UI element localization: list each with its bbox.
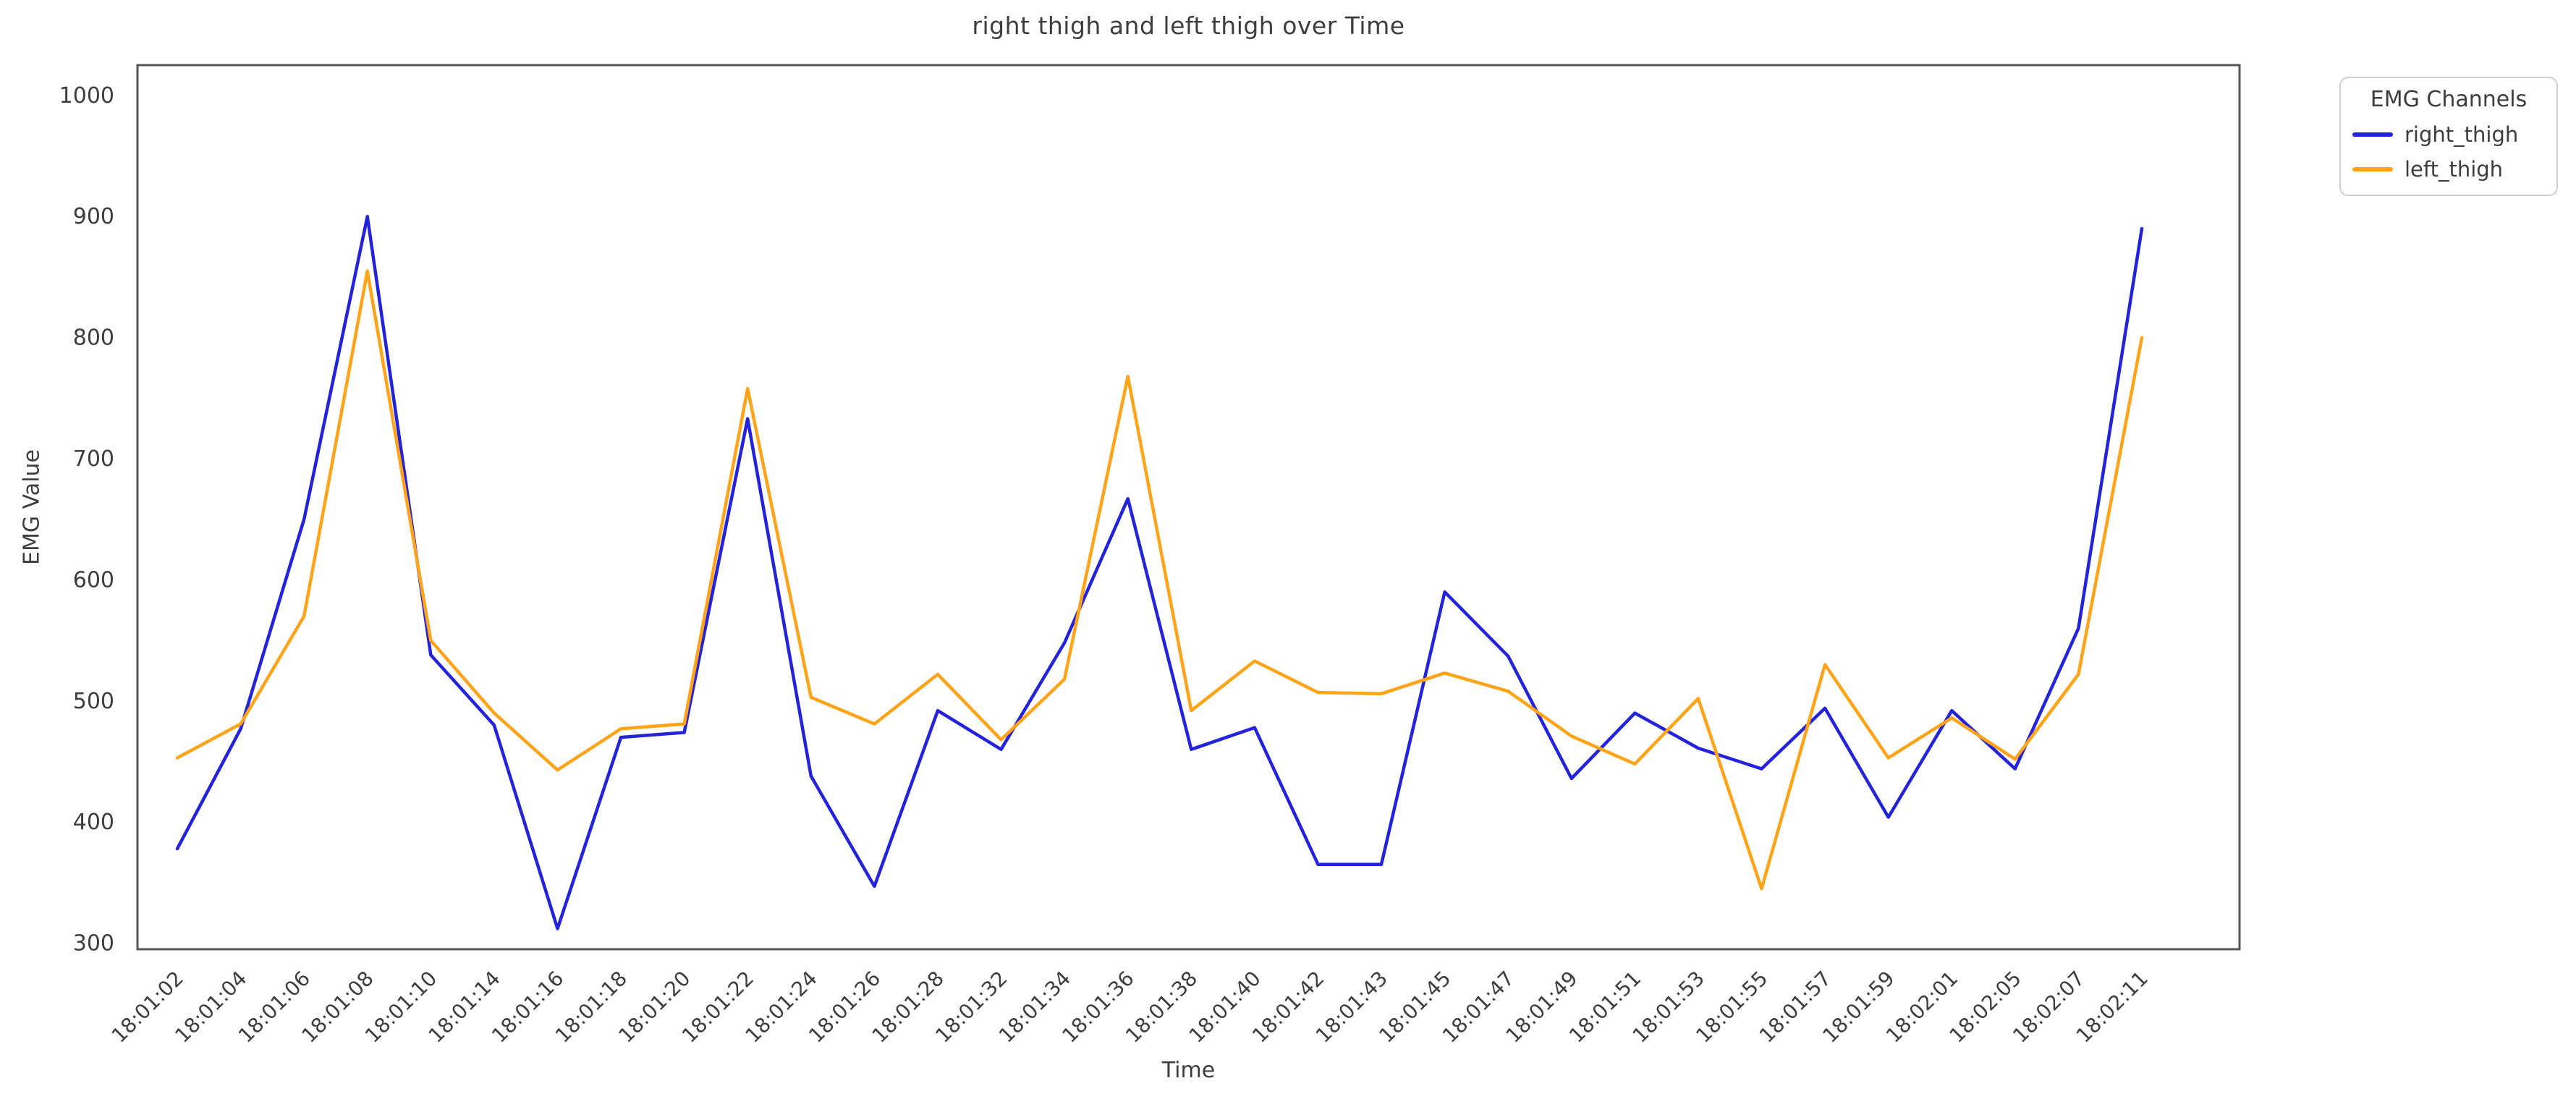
legend-item-right-thigh: right_thigh [2352, 122, 2545, 147]
legend-label-left-thigh: left_thigh [2405, 157, 2504, 182]
x-axis-label: Time [1161, 1058, 1216, 1083]
legend-item-left-thigh: left_thigh [2352, 157, 2545, 182]
legend-label-right-thigh: right_thigh [2405, 122, 2519, 147]
series-line-left_thigh [175, 269, 2144, 891]
y-tick-label: 400 [73, 810, 114, 835]
legend-line-swatch-blue [2352, 132, 2393, 137]
y-tick-label: 700 [73, 446, 114, 472]
y-tick-label: 1000 [59, 83, 114, 109]
axes-frame [136, 64, 2241, 951]
y-tick-label: 500 [73, 689, 114, 714]
y-tick-label: 300 [73, 931, 114, 956]
y-tick-label: 800 [73, 326, 114, 351]
legend-title: EMG Channels [2370, 87, 2528, 112]
y-axis-label: EMG Value [19, 449, 45, 566]
series-line-right_thigh [175, 214, 2144, 930]
y-tick-label: 600 [73, 567, 114, 593]
chart-title: right thigh and left thigh over Time [972, 12, 1405, 40]
legend-line-swatch-orange [2352, 167, 2393, 171]
y-tick-label: 900 [73, 204, 114, 229]
legend: EMG Channels right_thigh left_thigh [2339, 77, 2558, 196]
